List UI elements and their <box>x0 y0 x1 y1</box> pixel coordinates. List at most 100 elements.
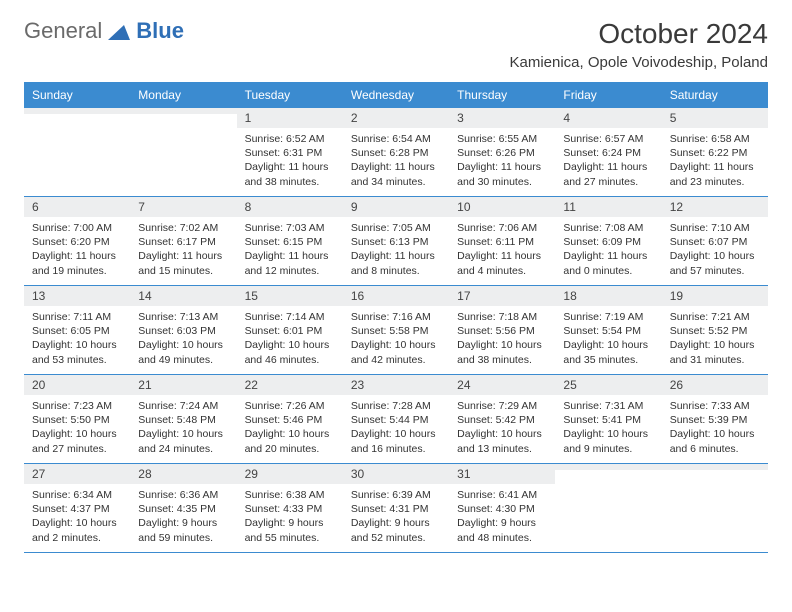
detail-line: Sunset: 5:48 PM <box>138 413 228 427</box>
detail-line: and 42 minutes. <box>351 353 441 367</box>
detail-line: Daylight: 10 hours <box>32 516 122 530</box>
dow-monday: Monday <box>130 82 236 108</box>
calendar-cell: 15Sunrise: 7:14 AMSunset: 6:01 PMDayligh… <box>237 286 343 374</box>
day-details: Sunrise: 7:29 AMSunset: 5:42 PMDaylight:… <box>449 395 555 462</box>
detail-line: Daylight: 10 hours <box>245 427 335 441</box>
day-details: Sunrise: 7:06 AMSunset: 6:11 PMDaylight:… <box>449 217 555 284</box>
detail-line: Sunset: 5:41 PM <box>563 413 653 427</box>
detail-line: and 24 minutes. <box>138 442 228 456</box>
detail-line: and 35 minutes. <box>563 353 653 367</box>
day-details: Sunrise: 7:05 AMSunset: 6:13 PMDaylight:… <box>343 217 449 284</box>
detail-line: Daylight: 11 hours <box>32 249 122 263</box>
day-number: 3 <box>449 108 555 128</box>
detail-line: Daylight: 11 hours <box>245 160 335 174</box>
day-details: Sunrise: 6:36 AMSunset: 4:35 PMDaylight:… <box>130 484 236 551</box>
day-number: 2 <box>343 108 449 128</box>
calendar-cell: 10Sunrise: 7:06 AMSunset: 6:11 PMDayligh… <box>449 197 555 285</box>
detail-line: Daylight: 10 hours <box>563 338 653 352</box>
day-number: 31 <box>449 464 555 484</box>
calendar: Sunday Monday Tuesday Wednesday Thursday… <box>24 82 768 553</box>
detail-line: Sunset: 5:46 PM <box>245 413 335 427</box>
detail-line: Sunset: 6:03 PM <box>138 324 228 338</box>
day-number: 7 <box>130 197 236 217</box>
day-number: 1 <box>237 108 343 128</box>
day-number: 16 <box>343 286 449 306</box>
detail-line: Daylight: 11 hours <box>457 249 547 263</box>
detail-line: Sunrise: 6:38 AM <box>245 488 335 502</box>
calendar-cell-empty <box>555 464 661 552</box>
detail-line: Sunset: 5:50 PM <box>32 413 122 427</box>
detail-line: Sunrise: 7:28 AM <box>351 399 441 413</box>
calendar-cell: 24Sunrise: 7:29 AMSunset: 5:42 PMDayligh… <box>449 375 555 463</box>
detail-line: Daylight: 10 hours <box>457 338 547 352</box>
detail-line: Sunrise: 7:13 AM <box>138 310 228 324</box>
detail-line: and 46 minutes. <box>245 353 335 367</box>
dow-tuesday: Tuesday <box>237 82 343 108</box>
detail-line: Sunrise: 6:57 AM <box>563 132 653 146</box>
detail-line: and 0 minutes. <box>563 264 653 278</box>
detail-line: Sunrise: 7:29 AM <box>457 399 547 413</box>
day-number: 4 <box>555 108 661 128</box>
detail-line: and 13 minutes. <box>457 442 547 456</box>
detail-line: Sunset: 6:28 PM <box>351 146 441 160</box>
day-details: Sunrise: 6:41 AMSunset: 4:30 PMDaylight:… <box>449 484 555 551</box>
week-row: 27Sunrise: 6:34 AMSunset: 4:37 PMDayligh… <box>24 464 768 553</box>
day-details: Sunrise: 7:13 AMSunset: 6:03 PMDaylight:… <box>130 306 236 373</box>
calendar-cell: 23Sunrise: 7:28 AMSunset: 5:44 PMDayligh… <box>343 375 449 463</box>
calendar-cell: 9Sunrise: 7:05 AMSunset: 6:13 PMDaylight… <box>343 197 449 285</box>
day-number: 28 <box>130 464 236 484</box>
detail-line: Sunrise: 7:02 AM <box>138 221 228 235</box>
day-number: 22 <box>237 375 343 395</box>
month-title: October 2024 <box>509 18 768 50</box>
day-number: 18 <box>555 286 661 306</box>
day-details: Sunrise: 7:10 AMSunset: 6:07 PMDaylight:… <box>662 217 768 284</box>
detail-line: Sunrise: 7:31 AM <box>563 399 653 413</box>
detail-line: Sunset: 5:56 PM <box>457 324 547 338</box>
top-bar: General Blue October 2024 Kamienica, Opo… <box>24 18 768 72</box>
day-number: 27 <box>24 464 130 484</box>
detail-line: and 6 minutes. <box>670 442 760 456</box>
detail-line: Daylight: 9 hours <box>138 516 228 530</box>
detail-line: Daylight: 11 hours <box>563 249 653 263</box>
detail-line: and 34 minutes. <box>351 175 441 189</box>
calendar-cell: 28Sunrise: 6:36 AMSunset: 4:35 PMDayligh… <box>130 464 236 552</box>
detail-line: and 31 minutes. <box>670 353 760 367</box>
day-details: Sunrise: 7:24 AMSunset: 5:48 PMDaylight:… <box>130 395 236 462</box>
detail-line: Sunset: 4:33 PM <box>245 502 335 516</box>
detail-line: Sunset: 5:39 PM <box>670 413 760 427</box>
calendar-cell: 22Sunrise: 7:26 AMSunset: 5:46 PMDayligh… <box>237 375 343 463</box>
detail-line: Sunset: 6:15 PM <box>245 235 335 249</box>
day-number: 25 <box>555 375 661 395</box>
day-number: 6 <box>24 197 130 217</box>
detail-line: Sunset: 6:24 PM <box>563 146 653 160</box>
detail-line: Sunrise: 7:33 AM <box>670 399 760 413</box>
detail-line: Daylight: 10 hours <box>670 249 760 263</box>
day-details: Sunrise: 7:00 AMSunset: 6:20 PMDaylight:… <box>24 217 130 284</box>
day-number: 23 <box>343 375 449 395</box>
calendar-cell: 7Sunrise: 7:02 AMSunset: 6:17 PMDaylight… <box>130 197 236 285</box>
detail-line: and 4 minutes. <box>457 264 547 278</box>
day-details: Sunrise: 6:55 AMSunset: 6:26 PMDaylight:… <box>449 128 555 195</box>
calendar-cell: 16Sunrise: 7:16 AMSunset: 5:58 PMDayligh… <box>343 286 449 374</box>
day-of-week-header: Sunday Monday Tuesday Wednesday Thursday… <box>24 82 768 108</box>
detail-line: and 23 minutes. <box>670 175 760 189</box>
detail-line: Sunrise: 7:10 AM <box>670 221 760 235</box>
week-row: 13Sunrise: 7:11 AMSunset: 6:05 PMDayligh… <box>24 286 768 375</box>
detail-line: Sunrise: 7:21 AM <box>670 310 760 324</box>
detail-line: Sunset: 4:30 PM <box>457 502 547 516</box>
weeks-container: 1Sunrise: 6:52 AMSunset: 6:31 PMDaylight… <box>24 108 768 553</box>
detail-line: Daylight: 11 hours <box>351 249 441 263</box>
detail-line: Sunset: 4:31 PM <box>351 502 441 516</box>
day-number: 13 <box>24 286 130 306</box>
day-details: Sunrise: 6:34 AMSunset: 4:37 PMDaylight:… <box>24 484 130 551</box>
day-details: Sunrise: 7:28 AMSunset: 5:44 PMDaylight:… <box>343 395 449 462</box>
detail-line: Sunrise: 7:18 AM <box>457 310 547 324</box>
day-number: 26 <box>662 375 768 395</box>
dow-saturday: Saturday <box>662 82 768 108</box>
detail-line: and 53 minutes. <box>32 353 122 367</box>
day-details: Sunrise: 7:11 AMSunset: 6:05 PMDaylight:… <box>24 306 130 373</box>
detail-line: Sunrise: 6:54 AM <box>351 132 441 146</box>
day-number: 12 <box>662 197 768 217</box>
calendar-cell: 1Sunrise: 6:52 AMSunset: 6:31 PMDaylight… <box>237 108 343 196</box>
detail-line: Daylight: 9 hours <box>351 516 441 530</box>
